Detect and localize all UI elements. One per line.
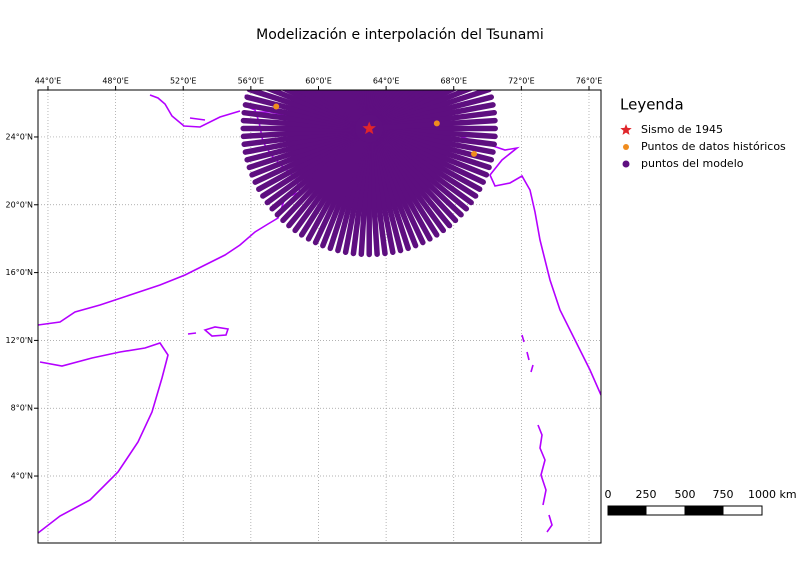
legend-label: Sismo de 1945 (641, 123, 723, 136)
island (187, 326, 230, 337)
lon-tick-label: 60°0'E (305, 77, 332, 86)
legend-label: puntos del modelo (641, 157, 744, 170)
legend-symbol (623, 144, 629, 150)
model-points (240, 90, 498, 258)
lon-tick-label: 64°0'E (373, 77, 400, 86)
legend-symbol (622, 160, 630, 168)
lat-tick-label: 12°0'N (6, 336, 33, 345)
islands (521, 334, 553, 533)
historical-point (471, 150, 478, 157)
lat-tick-label: 4°0'N (11, 472, 33, 481)
scale-label: 0 (605, 488, 612, 501)
lon-tick-label: 56°0'E (238, 77, 265, 86)
lon-tick-label: 76°0'E (576, 77, 603, 86)
scale-segment (645, 505, 686, 516)
epicenter (362, 121, 376, 135)
scale-segment (607, 505, 647, 516)
scale-segment (684, 505, 724, 516)
coastline (38, 342, 169, 534)
historical-point (433, 120, 440, 127)
legend-title: Leyenda (620, 96, 684, 114)
scale-label: 250 (636, 488, 657, 501)
lat-tick-label: 24°0'N (6, 132, 33, 141)
lat-tick-label: 16°0'N (6, 268, 33, 277)
scale-label: 750 (713, 488, 734, 501)
map-title: Modelización e interpolación del Tsunami (256, 27, 544, 43)
lon-tick-label: 72°0'E (508, 77, 535, 86)
scale-segment (722, 505, 763, 516)
lon-tick-label: 68°0'E (440, 77, 467, 86)
legend-label: Puntos de datos históricos (641, 140, 786, 153)
map-frame (37, 89, 602, 544)
scale-label: 500 (675, 488, 696, 501)
lat-tick-label: 20°0'N (6, 200, 33, 209)
historical-point (273, 103, 280, 110)
legend-symbol (620, 124, 632, 135)
lon-tick-label: 48°0'E (102, 77, 129, 86)
lat-tick-label: 8°0'N (11, 404, 33, 413)
lon-tick-label: 44°0'E (35, 77, 62, 86)
scale-label: 1000 km (748, 488, 797, 501)
lon-tick-label: 52°0'E (170, 77, 197, 86)
